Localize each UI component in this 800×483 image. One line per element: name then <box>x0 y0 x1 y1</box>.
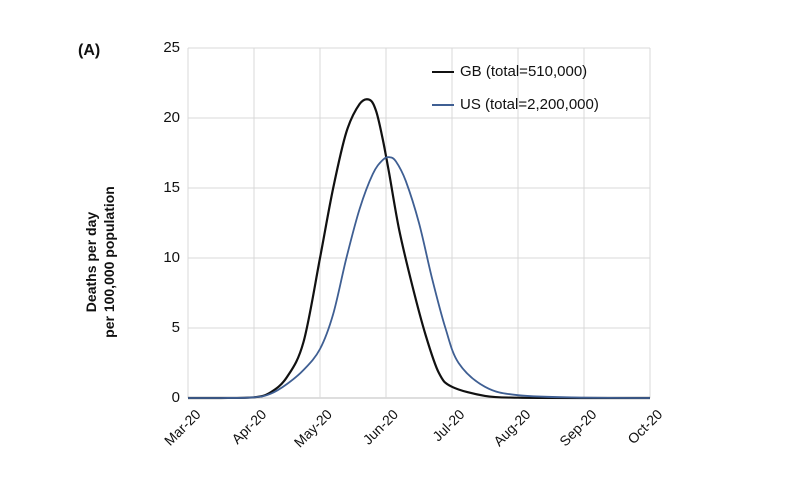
panel-label: (A) <box>78 42 101 59</box>
series-lines <box>188 98 651 400</box>
legend-label: GB (total=510,000) <box>460 63 588 80</box>
legend-swatch <box>432 103 454 106</box>
legend-item: US (total=2,200,000) <box>432 96 599 113</box>
y-tick-label: 20 <box>163 109 180 126</box>
legend-swatch <box>432 70 454 73</box>
series-line-gb <box>188 98 650 400</box>
y-tick-label: 15 <box>163 179 180 196</box>
y-tick-label: 10 <box>163 249 180 266</box>
y-tick-label: 25 <box>163 39 180 56</box>
legend-item: GB (total=510,000) <box>432 63 587 80</box>
y-axis-label-line-2: per 100,000 population <box>101 186 117 338</box>
y-axis-label: Deaths per day per 100,000 population <box>82 186 118 338</box>
y-axis-label-line-1: Deaths per day <box>83 211 99 313</box>
grid-lines <box>187 47 651 399</box>
y-tick-label: 0 <box>171 389 180 406</box>
series-line-us <box>188 156 651 399</box>
legend-label: US (total=2,200,000) <box>460 96 599 113</box>
y-tick-label: 5 <box>171 319 180 336</box>
